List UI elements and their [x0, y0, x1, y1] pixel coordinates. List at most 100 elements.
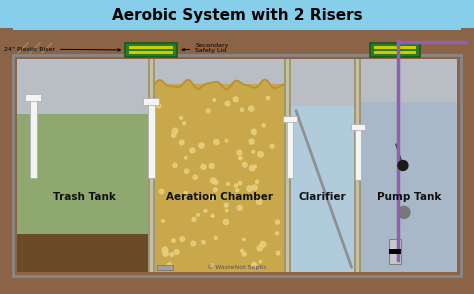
Bar — [129, 51, 173, 54]
Circle shape — [257, 245, 263, 251]
Text: Aeration Chamber: Aeration Chamber — [166, 193, 273, 203]
Circle shape — [213, 98, 216, 101]
Circle shape — [236, 189, 239, 192]
Circle shape — [210, 264, 213, 267]
Bar — [144, 55, 158, 57]
Bar — [286, 59, 289, 272]
Bar — [374, 51, 416, 54]
Bar — [25, 94, 41, 101]
Circle shape — [251, 129, 256, 134]
Bar — [0, 30, 474, 57]
Circle shape — [227, 183, 229, 185]
Circle shape — [172, 128, 178, 133]
Circle shape — [253, 132, 256, 135]
Circle shape — [276, 251, 280, 255]
Circle shape — [256, 199, 262, 204]
Circle shape — [209, 163, 214, 168]
Circle shape — [202, 240, 205, 244]
Circle shape — [184, 191, 187, 194]
Circle shape — [172, 133, 176, 137]
Circle shape — [253, 165, 256, 168]
Circle shape — [190, 148, 195, 153]
Text: Pump Tank: Pump Tank — [377, 193, 441, 203]
Bar — [351, 124, 365, 130]
Circle shape — [213, 188, 217, 191]
Circle shape — [174, 250, 179, 254]
Circle shape — [398, 206, 410, 218]
Circle shape — [184, 169, 189, 173]
Circle shape — [170, 253, 173, 256]
Bar — [148, 59, 155, 272]
Polygon shape — [155, 80, 284, 89]
Bar — [129, 46, 173, 49]
Circle shape — [224, 203, 228, 207]
Circle shape — [275, 220, 280, 224]
Circle shape — [195, 194, 198, 197]
Circle shape — [252, 185, 257, 190]
Circle shape — [225, 139, 228, 142]
Bar — [29, 97, 36, 178]
Circle shape — [249, 106, 254, 111]
Circle shape — [180, 116, 182, 119]
Circle shape — [210, 178, 216, 183]
Bar — [370, 43, 420, 57]
Text: Aerobic System with 2 Risers: Aerobic System with 2 Risers — [112, 8, 362, 23]
Text: Secondary
Safety Lid: Secondary Safety Lid — [182, 43, 228, 54]
Circle shape — [192, 218, 196, 221]
Circle shape — [260, 241, 266, 247]
Circle shape — [252, 151, 255, 153]
Bar — [389, 239, 401, 264]
Bar — [143, 98, 159, 105]
Circle shape — [237, 150, 242, 155]
Bar — [150, 59, 153, 272]
Circle shape — [162, 220, 164, 222]
Circle shape — [234, 184, 237, 187]
Bar — [125, 43, 177, 57]
Circle shape — [214, 139, 219, 145]
Circle shape — [262, 124, 265, 127]
Circle shape — [258, 152, 263, 157]
Circle shape — [255, 180, 259, 183]
Circle shape — [197, 214, 199, 216]
Circle shape — [193, 175, 197, 179]
Text: Trash Tank: Trash Tank — [53, 193, 116, 203]
Bar — [17, 59, 457, 272]
Bar — [291, 106, 355, 272]
Circle shape — [247, 186, 252, 191]
Bar — [362, 102, 457, 272]
Bar — [284, 59, 291, 272]
Circle shape — [159, 189, 164, 194]
Circle shape — [199, 143, 204, 148]
Circle shape — [242, 252, 246, 256]
Circle shape — [275, 232, 279, 235]
Bar — [356, 59, 359, 272]
Circle shape — [211, 214, 214, 217]
Circle shape — [226, 209, 228, 212]
Circle shape — [201, 164, 206, 169]
Bar — [461, 28, 474, 276]
Bar — [0, 276, 474, 294]
Circle shape — [183, 122, 186, 125]
Circle shape — [243, 238, 245, 241]
Bar — [0, 28, 13, 276]
Circle shape — [209, 195, 215, 200]
Bar — [13, 55, 461, 276]
Bar — [355, 127, 361, 181]
Circle shape — [270, 144, 274, 148]
Circle shape — [398, 161, 408, 171]
Circle shape — [238, 157, 242, 160]
Circle shape — [214, 236, 217, 239]
Circle shape — [223, 219, 228, 225]
Circle shape — [204, 209, 207, 212]
Bar — [389, 249, 401, 254]
Circle shape — [238, 181, 242, 185]
Circle shape — [173, 163, 177, 167]
Circle shape — [162, 247, 168, 253]
Bar — [287, 119, 292, 178]
Bar — [355, 59, 362, 272]
Circle shape — [240, 249, 243, 252]
Bar — [148, 102, 155, 178]
Text: © WasteNot Septic: © WasteNot Septic — [207, 264, 267, 270]
Circle shape — [156, 104, 161, 108]
Circle shape — [249, 166, 255, 171]
